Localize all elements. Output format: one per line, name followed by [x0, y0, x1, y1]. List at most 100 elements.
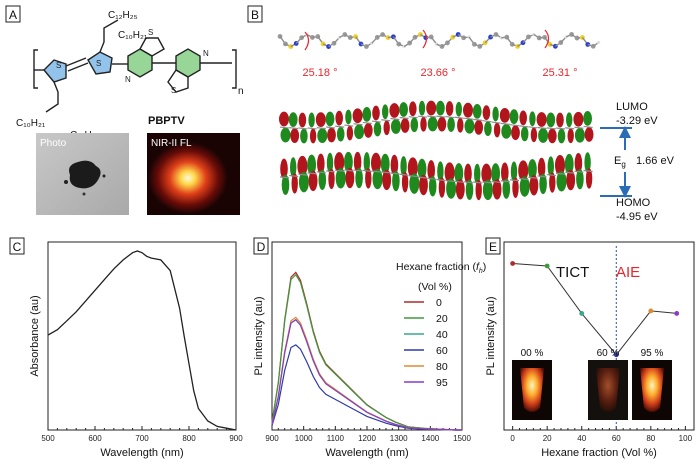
fl-label: NIR-II FL — [151, 138, 192, 149]
dihedral-arc-3 — [544, 29, 550, 49]
orbital-lobe — [407, 157, 418, 178]
x-axis-label: Hexane fraction (Vol %) — [541, 447, 657, 459]
orbital-lobe — [326, 152, 334, 174]
legend-entry-0: 0 — [436, 297, 442, 309]
orbital-lobe — [438, 177, 446, 198]
repeat-bracket-left — [33, 49, 38, 89]
pl-line-80 — [271, 316, 462, 431]
orbital-lobe — [410, 117, 419, 133]
orbital-backbone — [565, 127, 575, 130]
vial-photo-3 — [632, 360, 672, 420]
orbital-lobe — [389, 103, 400, 118]
orbital-backbone — [491, 180, 501, 184]
repeat-bracket-right — [232, 49, 237, 89]
aie-line — [512, 263, 677, 356]
orbital-backbone — [454, 180, 464, 183]
legend-entry-95: 95 — [436, 377, 448, 389]
orbital-lobe — [510, 161, 518, 182]
orbital-backbone — [463, 117, 474, 120]
orbital-lobe — [291, 173, 298, 194]
orbital-lobe — [382, 169, 392, 191]
orbital-backbone — [362, 121, 372, 125]
orbital-backbone — [307, 172, 317, 175]
orbital-backbone — [381, 119, 391, 122]
pl-spectra-chart: 900 1000 1100 1200 1300 1400 1500 Wavelength (n… — [253, 241, 471, 459]
pl-line-20 — [271, 273, 462, 431]
orbital-lobe — [308, 112, 315, 128]
orbital-lobe — [519, 176, 530, 197]
orbital-lobe — [427, 160, 436, 181]
orbital-lobe — [493, 122, 501, 138]
molecule-atom — [509, 41, 515, 47]
orbital-backbone — [417, 176, 428, 179]
orbital-lobe — [465, 179, 474, 201]
orbital-backbone — [353, 123, 363, 126]
orbital-lobe — [372, 168, 383, 190]
orbital-backbone — [519, 177, 529, 181]
orbital-lobe — [327, 127, 336, 143]
orbital-lobe — [383, 120, 390, 136]
orbital-lobe — [549, 172, 556, 193]
panel-b-label-box — [247, 5, 263, 23]
orbital-lobe — [555, 155, 565, 176]
orbital-lobe — [529, 175, 539, 196]
thiophene-ring-1 — [43, 59, 67, 83]
orbital-backbone — [279, 126, 290, 129]
orbital-lobe — [536, 112, 547, 127]
orbital-lobe — [300, 128, 308, 144]
orbital-lobe — [529, 111, 536, 127]
orbital-lobe — [464, 163, 472, 185]
orbital-backbone — [445, 115, 455, 119]
orbital-lobe — [481, 163, 492, 185]
orbital-backbone — [574, 170, 584, 173]
pl-legend: 0 20 40 60 80 95 — [404, 297, 448, 389]
orbital-backbone — [565, 171, 575, 174]
orbital-lobe — [400, 156, 407, 177]
orbital-lobe — [444, 162, 455, 183]
gap-symbol: Eg — [614, 155, 626, 169]
molecule-atom — [585, 42, 591, 47]
orbital-lobe — [445, 101, 454, 116]
orbital-backbone — [528, 126, 538, 129]
y-axis-label: Absorbance (au) — [29, 295, 41, 376]
x-tick-label: 100 — [679, 434, 693, 443]
orbital-lobe — [401, 172, 409, 193]
orbital-lobe — [420, 116, 427, 132]
vial-photo-1 — [512, 360, 552, 420]
orbital-backbone — [325, 170, 336, 173]
orbital-backbone — [408, 175, 418, 178]
x-tick-label: 1400 — [421, 434, 439, 443]
orbital-backbone — [555, 127, 566, 130]
orbital-backbone — [555, 172, 566, 175]
orbital-backbone — [509, 179, 520, 182]
orbital-lobe — [537, 157, 546, 179]
orbital-lobe — [492, 179, 502, 200]
y-axis-label: PL intensity (au) — [253, 296, 265, 375]
orbital-backbone — [583, 125, 593, 129]
orbital-lobe — [428, 176, 437, 197]
orbital-lobe — [335, 110, 344, 126]
orbital-lobe — [382, 104, 389, 120]
orbital-lobe — [417, 158, 427, 180]
orbital-lobe — [315, 112, 326, 128]
x-tick-label: 40 — [577, 434, 586, 443]
orbital-lobe — [390, 119, 401, 134]
x-tick-label: 1000 — [295, 434, 313, 443]
orbital-backbone — [381, 171, 391, 174]
orbital-backbone — [473, 118, 483, 121]
photo-label: Photo — [40, 138, 67, 149]
dihedral-arc-2 — [422, 29, 428, 49]
orbital-backbone — [344, 124, 354, 127]
orbital-lobe — [556, 112, 564, 128]
dihedral-angle-1: 25.18 ° — [303, 67, 338, 79]
orbital-lobe — [399, 102, 408, 117]
panel-c-label: C — [13, 240, 22, 254]
orbital-lobe — [280, 127, 291, 143]
homo-orbital — [279, 151, 593, 201]
orbital-backbone — [362, 169, 372, 172]
x-tick-label: 0 — [510, 434, 515, 443]
thiadiazole-ring-2 — [167, 69, 189, 93]
panel-d-label: D — [257, 240, 266, 254]
x-tick-label: 1200 — [358, 434, 376, 443]
orbital-lobe — [447, 117, 455, 132]
